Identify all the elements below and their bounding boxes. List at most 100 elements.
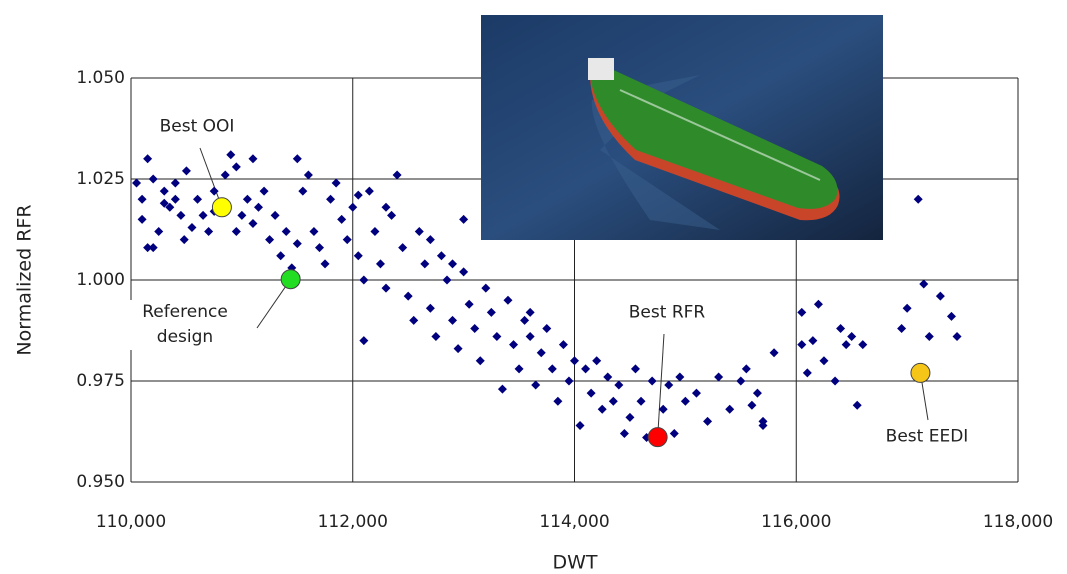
point bbox=[470, 324, 479, 333]
point bbox=[149, 175, 158, 184]
point bbox=[332, 179, 341, 188]
point bbox=[409, 316, 418, 325]
point bbox=[498, 385, 507, 394]
point bbox=[315, 243, 324, 252]
point bbox=[243, 195, 252, 204]
point bbox=[936, 292, 945, 301]
ship-photo bbox=[481, 15, 883, 240]
point bbox=[919, 280, 928, 289]
point bbox=[321, 259, 330, 268]
point bbox=[526, 308, 535, 317]
point bbox=[736, 377, 745, 386]
point bbox=[526, 332, 535, 341]
point bbox=[770, 348, 779, 357]
point bbox=[426, 304, 435, 313]
point bbox=[132, 179, 141, 188]
point bbox=[465, 300, 474, 309]
point bbox=[282, 227, 291, 236]
point bbox=[459, 215, 468, 224]
y-axis-label: Normalized RFR bbox=[14, 204, 36, 355]
page: DWT Normalized RFR 110,000 112,000 114,000… bbox=[0, 0, 1067, 574]
point bbox=[492, 332, 501, 341]
point bbox=[947, 312, 956, 321]
point bbox=[376, 259, 385, 268]
point bbox=[609, 397, 618, 406]
point bbox=[914, 195, 923, 204]
point bbox=[138, 195, 147, 204]
point bbox=[831, 377, 840, 386]
point bbox=[520, 316, 529, 325]
point bbox=[160, 187, 169, 196]
point bbox=[260, 187, 269, 196]
point bbox=[803, 368, 812, 377]
point bbox=[509, 340, 518, 349]
point bbox=[415, 227, 424, 236]
point bbox=[437, 251, 446, 260]
point bbox=[625, 413, 634, 422]
point bbox=[481, 284, 490, 293]
point bbox=[387, 211, 396, 220]
point bbox=[248, 154, 257, 163]
point bbox=[448, 316, 457, 325]
point bbox=[742, 364, 751, 373]
x-tick-label: 116,000 bbox=[761, 512, 831, 532]
point bbox=[847, 332, 856, 341]
point bbox=[542, 324, 551, 333]
highlight-point bbox=[281, 270, 300, 289]
point bbox=[553, 397, 562, 406]
point bbox=[753, 389, 762, 398]
x-tick-label: 112,000 bbox=[318, 512, 388, 532]
point bbox=[448, 259, 457, 268]
point bbox=[420, 259, 429, 268]
point bbox=[459, 267, 468, 276]
point bbox=[648, 377, 657, 386]
point bbox=[154, 227, 163, 236]
point bbox=[393, 170, 402, 179]
chart: DWT Normalized RFR 110,000 112,000 114,000… bbox=[0, 0, 1067, 574]
point bbox=[143, 243, 152, 252]
point bbox=[326, 195, 335, 204]
point bbox=[265, 235, 274, 244]
point bbox=[903, 304, 912, 313]
point bbox=[620, 429, 629, 438]
point bbox=[359, 336, 368, 345]
point bbox=[354, 191, 363, 200]
point bbox=[503, 296, 512, 305]
point bbox=[382, 284, 391, 293]
point bbox=[232, 162, 241, 171]
point bbox=[692, 389, 701, 398]
point bbox=[548, 364, 557, 373]
point bbox=[819, 356, 828, 365]
point bbox=[703, 417, 712, 426]
highlight-point bbox=[648, 428, 667, 447]
point bbox=[293, 154, 302, 163]
point bbox=[359, 276, 368, 285]
point bbox=[664, 381, 673, 390]
annotation: Best EEDI bbox=[884, 425, 971, 450]
point bbox=[925, 332, 934, 341]
point bbox=[515, 364, 524, 373]
point bbox=[309, 227, 318, 236]
point bbox=[226, 150, 235, 159]
x-tick-label: 114,000 bbox=[539, 512, 609, 532]
point bbox=[714, 372, 723, 381]
point bbox=[897, 324, 906, 333]
point bbox=[570, 356, 579, 365]
point bbox=[675, 372, 684, 381]
point bbox=[182, 166, 191, 175]
annotation: Best OOI bbox=[158, 115, 237, 140]
point bbox=[476, 356, 485, 365]
x-tick-label: 110,000 bbox=[96, 512, 166, 532]
point bbox=[404, 292, 413, 301]
y-tick-label: 1.000 bbox=[76, 270, 125, 290]
point bbox=[581, 364, 590, 373]
x-axis-label: DWT bbox=[552, 552, 597, 574]
point bbox=[431, 332, 440, 341]
point bbox=[204, 227, 213, 236]
point bbox=[293, 239, 302, 248]
point bbox=[348, 203, 357, 212]
y-tick-label: 0.975 bbox=[76, 371, 125, 391]
point bbox=[138, 215, 147, 224]
point bbox=[354, 251, 363, 260]
point bbox=[337, 215, 346, 224]
